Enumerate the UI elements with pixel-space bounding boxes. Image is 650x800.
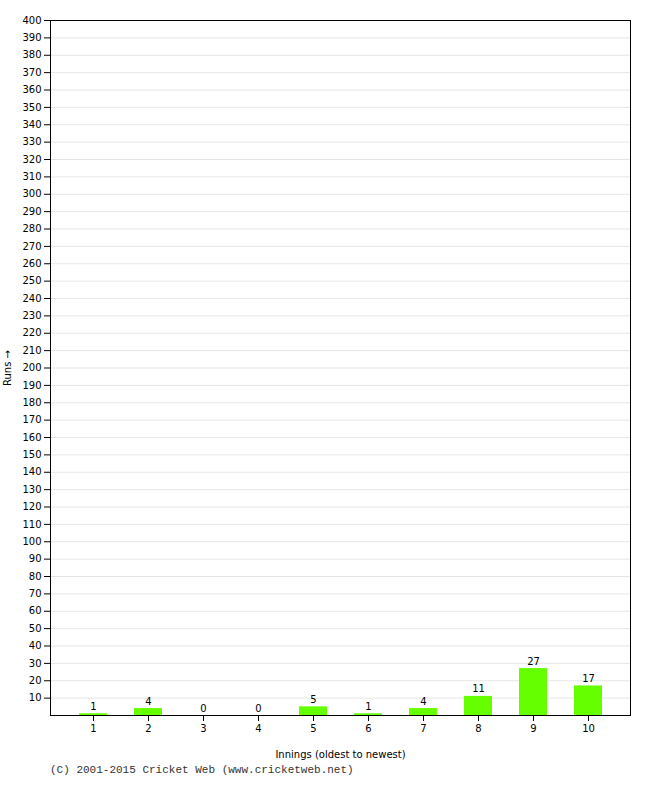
svg-text:80: 80 bbox=[29, 571, 42, 582]
svg-text:4: 4 bbox=[420, 696, 426, 707]
svg-text:30: 30 bbox=[29, 658, 42, 669]
svg-text:220: 220 bbox=[22, 327, 41, 338]
svg-text:190: 190 bbox=[22, 380, 41, 391]
svg-text:Innings (oldest to newest): Innings (oldest to newest) bbox=[275, 749, 405, 760]
svg-text:210: 210 bbox=[22, 345, 41, 356]
svg-text:250: 250 bbox=[22, 275, 41, 286]
svg-text:100: 100 bbox=[22, 536, 41, 547]
svg-text:270: 270 bbox=[22, 241, 41, 252]
svg-text:120: 120 bbox=[22, 501, 41, 512]
svg-text:3: 3 bbox=[200, 723, 206, 734]
svg-text:320: 320 bbox=[22, 154, 41, 165]
svg-text:90: 90 bbox=[29, 553, 42, 564]
svg-text:8: 8 bbox=[475, 723, 481, 734]
svg-text:380: 380 bbox=[22, 49, 41, 60]
svg-text:5: 5 bbox=[310, 723, 316, 734]
svg-text:170: 170 bbox=[22, 414, 41, 425]
svg-text:7: 7 bbox=[420, 723, 426, 734]
svg-text:1: 1 bbox=[90, 701, 96, 712]
svg-text:370: 370 bbox=[22, 67, 41, 78]
svg-text:110: 110 bbox=[22, 519, 41, 530]
svg-text:60: 60 bbox=[29, 605, 42, 616]
svg-text:390: 390 bbox=[22, 32, 41, 43]
svg-text:200: 200 bbox=[22, 362, 41, 373]
svg-text:0: 0 bbox=[255, 703, 261, 714]
svg-text:1: 1 bbox=[90, 723, 96, 734]
svg-text:150: 150 bbox=[22, 449, 41, 460]
svg-text:2: 2 bbox=[145, 723, 151, 734]
svg-text:4: 4 bbox=[255, 723, 261, 734]
svg-text:300: 300 bbox=[22, 188, 41, 199]
svg-text:350: 350 bbox=[22, 102, 41, 113]
svg-text:260: 260 bbox=[22, 258, 41, 269]
svg-text:180: 180 bbox=[22, 397, 41, 408]
svg-text:50: 50 bbox=[29, 623, 42, 634]
svg-text:290: 290 bbox=[22, 206, 41, 217]
html-text:(C) 2001-2015 Cricket Web (www: (C) 2001-2015 Cricket Web (www.cricketwe… bbox=[50, 764, 354, 776]
svg-text:10: 10 bbox=[29, 692, 42, 703]
svg-text:160: 160 bbox=[22, 432, 41, 443]
svg-text:20: 20 bbox=[29, 675, 42, 686]
svg-text:1: 1 bbox=[365, 701, 371, 712]
svg-text:230: 230 bbox=[22, 310, 41, 321]
svg-text:27: 27 bbox=[527, 656, 540, 667]
svg-text:360: 360 bbox=[22, 84, 41, 95]
svg-text:9: 9 bbox=[530, 723, 536, 734]
svg-text:Runs →: Runs → bbox=[2, 350, 13, 386]
svg-text:70: 70 bbox=[29, 588, 42, 599]
svg-text:11: 11 bbox=[472, 683, 485, 694]
svg-text:280: 280 bbox=[22, 223, 41, 234]
svg-text:310: 310 bbox=[22, 171, 41, 182]
svg-text:10: 10 bbox=[582, 723, 595, 734]
svg-text:400: 400 bbox=[22, 15, 41, 26]
svg-text:130: 130 bbox=[22, 484, 41, 495]
svg-text:4: 4 bbox=[145, 696, 151, 707]
svg-text:240: 240 bbox=[22, 293, 41, 304]
svg-text:6: 6 bbox=[365, 723, 371, 734]
svg-text:0: 0 bbox=[200, 703, 206, 714]
svg-text:330: 330 bbox=[22, 136, 41, 147]
svg-text:17: 17 bbox=[582, 673, 595, 684]
svg-text:140: 140 bbox=[22, 466, 41, 477]
svg-text:5: 5 bbox=[310, 694, 316, 705]
svg-text:340: 340 bbox=[22, 119, 41, 130]
svg-text:40: 40 bbox=[29, 640, 42, 651]
